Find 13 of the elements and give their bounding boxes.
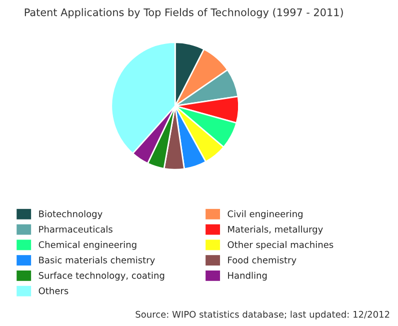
legend-label: Others: [38, 287, 68, 294]
legend-label: Food chemistry: [228, 256, 296, 266]
legend-label: Surface technology, coating: [38, 272, 164, 281]
legend-label: Pharmaceuticals: [39, 226, 112, 233]
legend-label: Materials, metallurgy: [228, 226, 323, 234]
legend-label: Biotechnology: [39, 210, 102, 220]
legend-label: Handling: [228, 272, 267, 281]
legend-label: Civil engineering: [228, 210, 302, 220]
legend-label: Chemical engineering: [38, 241, 136, 250]
source-note: Source: WIPO statistics database; last updated: 12/2012: [136, 310, 390, 320]
chart-title: Patent Applications by Top Fields of Technology (1997 - 2011): [24, 8, 343, 18]
legend-label: Basic materials chemistry: [39, 256, 155, 266]
legend-label: Other special machines: [228, 241, 334, 250]
